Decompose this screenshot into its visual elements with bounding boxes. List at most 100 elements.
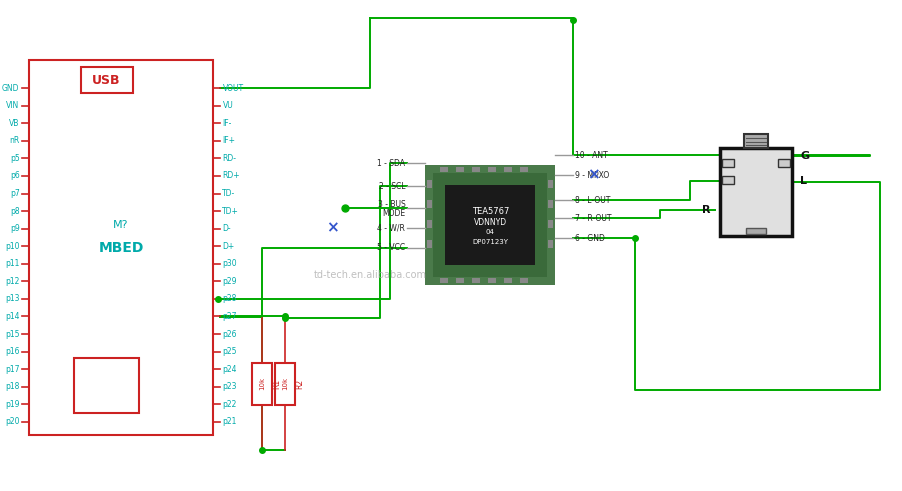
- Text: 1 - SDA: 1 - SDA: [377, 159, 405, 167]
- Text: 04: 04: [486, 229, 494, 235]
- Bar: [488, 278, 496, 283]
- Text: p20: p20: [5, 417, 20, 426]
- Bar: [778, 159, 790, 167]
- Bar: [440, 278, 448, 283]
- Text: R2: R2: [295, 379, 304, 389]
- Text: p7: p7: [10, 189, 20, 198]
- Bar: [428, 220, 432, 228]
- Text: p14: p14: [5, 312, 20, 321]
- Text: D-: D-: [223, 224, 231, 233]
- Text: p24: p24: [223, 365, 237, 374]
- Text: VOUT: VOUT: [223, 83, 244, 93]
- Text: IF-: IF-: [223, 119, 232, 128]
- Bar: [548, 180, 553, 188]
- Bar: [440, 167, 448, 172]
- Bar: [720, 148, 792, 236]
- Text: p13: p13: [5, 295, 20, 303]
- Text: p12: p12: [5, 277, 20, 286]
- Bar: [456, 278, 465, 283]
- Text: 7 - R-OUT: 7 - R-OUT: [575, 214, 612, 222]
- Bar: [723, 176, 734, 184]
- Bar: [433, 173, 548, 277]
- Bar: [723, 159, 734, 167]
- Text: VDNNYD: VDNNYD: [474, 218, 507, 226]
- Text: p26: p26: [223, 329, 237, 339]
- Text: VIN: VIN: [6, 101, 20, 110]
- Bar: [456, 167, 465, 172]
- Text: R1: R1: [272, 379, 281, 389]
- Text: p23: p23: [223, 382, 237, 391]
- Text: R: R: [702, 205, 711, 215]
- Text: p25: p25: [223, 347, 237, 356]
- Bar: [426, 165, 556, 285]
- Bar: [428, 180, 432, 188]
- Text: L: L: [800, 176, 807, 186]
- Bar: [428, 240, 432, 248]
- Bar: [428, 200, 432, 208]
- Text: VU: VU: [223, 101, 234, 110]
- Text: TD-: TD-: [223, 189, 235, 198]
- Text: ×: ×: [587, 167, 600, 183]
- Text: p27: p27: [223, 312, 237, 321]
- Text: VB: VB: [9, 119, 20, 128]
- Text: p11: p11: [5, 259, 20, 268]
- Text: p10: p10: [5, 242, 20, 251]
- Text: 4 - W/R: 4 - W/R: [377, 223, 405, 233]
- Text: 10k: 10k: [282, 378, 289, 390]
- Text: p19: p19: [5, 400, 20, 409]
- Text: p21: p21: [223, 417, 237, 426]
- Text: 2 - SCL: 2 - SCL: [379, 182, 405, 191]
- Text: TEA5767: TEA5767: [472, 207, 509, 216]
- Bar: [275, 363, 296, 405]
- Text: p9: p9: [10, 224, 20, 233]
- Bar: [29, 60, 214, 435]
- Bar: [744, 134, 769, 148]
- Text: p8: p8: [10, 207, 20, 216]
- Text: p5: p5: [10, 154, 20, 163]
- Bar: [80, 67, 133, 93]
- Bar: [253, 363, 272, 405]
- Bar: [746, 228, 766, 234]
- Text: 10 - ANT: 10 - ANT: [575, 151, 608, 160]
- Text: p30: p30: [223, 259, 237, 268]
- Text: ×: ×: [326, 220, 339, 236]
- Text: p18: p18: [5, 382, 20, 391]
- Text: p17: p17: [5, 365, 20, 374]
- Text: 8 - L-OUT: 8 - L-OUT: [575, 195, 611, 205]
- Text: p29: p29: [223, 277, 237, 286]
- Text: nR: nR: [9, 136, 20, 145]
- Text: MBED: MBED: [98, 241, 143, 255]
- Text: 6 - GND: 6 - GND: [575, 234, 605, 243]
- Text: 9 - MPXO: 9 - MPXO: [575, 170, 610, 180]
- Text: IF+: IF+: [223, 136, 235, 145]
- Text: DP07123Y: DP07123Y: [473, 239, 509, 245]
- Text: TD+: TD+: [223, 207, 239, 216]
- Text: 5 - VCC: 5 - VCC: [377, 244, 405, 252]
- Text: p16: p16: [5, 347, 20, 356]
- Bar: [548, 240, 553, 248]
- Text: GND: GND: [2, 83, 20, 93]
- Bar: [520, 167, 529, 172]
- Text: p28: p28: [223, 295, 237, 303]
- Bar: [548, 220, 553, 228]
- Text: MODE: MODE: [382, 209, 405, 218]
- Bar: [520, 278, 529, 283]
- Text: 3 - BUS: 3 - BUS: [378, 199, 405, 209]
- Text: M?: M?: [114, 220, 129, 230]
- Text: 10k: 10k: [260, 378, 265, 390]
- Text: RD-: RD-: [223, 154, 236, 163]
- Bar: [548, 200, 553, 208]
- Text: p22: p22: [223, 400, 237, 409]
- Bar: [74, 358, 139, 413]
- Text: td-tech.en.alibaba.com: td-tech.en.alibaba.com: [314, 270, 427, 280]
- Bar: [473, 278, 480, 283]
- Text: p15: p15: [5, 329, 20, 339]
- Text: G: G: [800, 151, 809, 161]
- Text: D+: D+: [223, 242, 235, 251]
- Bar: [488, 167, 496, 172]
- Text: RD+: RD+: [223, 171, 240, 180]
- Bar: [446, 185, 535, 265]
- Bar: [473, 167, 480, 172]
- Bar: [504, 278, 512, 283]
- Bar: [504, 167, 512, 172]
